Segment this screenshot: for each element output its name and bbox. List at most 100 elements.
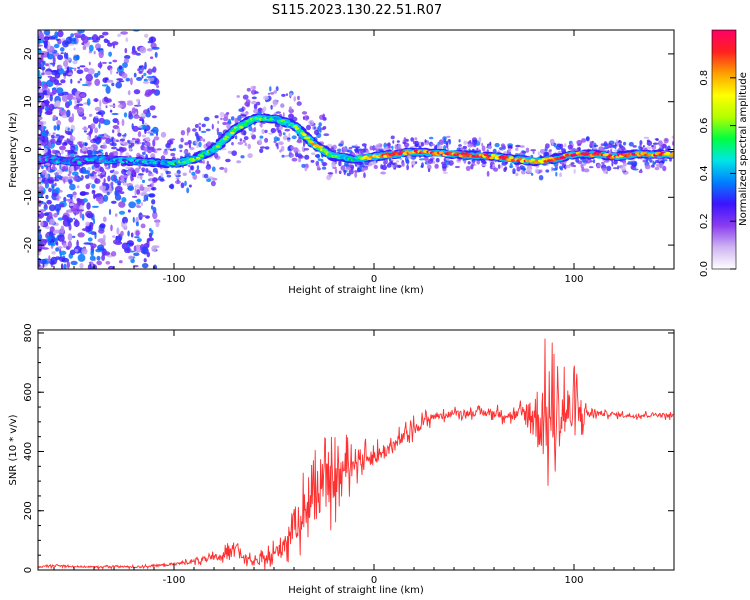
halo-blob — [362, 166, 369, 171]
halo-blob — [90, 123, 96, 130]
halo-blob — [488, 145, 492, 150]
halo-blob — [652, 142, 659, 145]
halo-blob — [226, 112, 230, 115]
noise-blob — [132, 216, 135, 223]
noise-blob — [121, 72, 128, 79]
noise-blob — [87, 68, 95, 75]
halo-blob — [288, 113, 294, 120]
noise-blob — [108, 208, 112, 215]
halo-blob — [205, 128, 211, 132]
noise-blob — [140, 214, 147, 218]
noise-blob — [79, 262, 84, 269]
halo-blob — [91, 146, 94, 151]
ridge-mark — [438, 151, 444, 155]
halo-blob — [322, 113, 326, 119]
halo-blob — [242, 139, 246, 143]
halo-blob — [507, 148, 512, 153]
noise-blob — [63, 52, 67, 59]
halo-blob — [340, 165, 346, 171]
noise-blob — [146, 76, 154, 79]
halo-blob — [509, 162, 513, 169]
halo-blob — [43, 164, 48, 168]
noise-blob — [112, 118, 119, 124]
halo-blob — [99, 166, 104, 173]
halo-blob — [152, 187, 155, 191]
noise-blob — [143, 72, 147, 77]
noise-blob — [127, 209, 131, 213]
noise-blob — [140, 223, 146, 229]
halo-blob — [122, 175, 129, 178]
ridge-mark — [483, 153, 489, 157]
noise-blob — [38, 194, 43, 197]
halo-blob — [640, 168, 643, 172]
noise-blob — [60, 225, 65, 234]
halo-blob — [622, 162, 627, 167]
halo-blob — [200, 138, 206, 141]
halo-blob — [259, 148, 264, 154]
halo-blob — [143, 146, 148, 152]
halo-blob — [554, 145, 559, 148]
halo-blob — [258, 108, 263, 112]
noise-blob — [60, 263, 64, 269]
noise-blob — [76, 69, 84, 74]
halo-blob — [298, 158, 302, 163]
halo-blob — [281, 93, 286, 97]
noise-blob — [52, 114, 57, 121]
halo-blob — [188, 184, 192, 188]
noise-blob — [126, 101, 134, 106]
halo-blob — [52, 132, 56, 135]
noise-blob — [124, 178, 127, 183]
noise-blob — [91, 34, 99, 42]
halo-blob — [119, 147, 125, 153]
noise-blob — [98, 228, 105, 234]
noise-blob — [148, 193, 156, 198]
halo-blob — [360, 148, 365, 154]
noise-blob — [92, 116, 99, 124]
halo-blob — [270, 92, 275, 95]
halo-blob — [391, 145, 394, 150]
halo-blob — [198, 126, 201, 132]
halo-blob — [174, 173, 179, 176]
halo-blob — [331, 147, 335, 151]
halo-blob — [321, 166, 327, 170]
ridge-mark — [77, 160, 82, 164]
noise-blob — [87, 82, 92, 85]
halo-blob — [463, 140, 467, 145]
noise-blob — [77, 253, 86, 262]
halo-blob — [63, 165, 69, 170]
halo-blob — [405, 159, 410, 164]
halo-blob — [442, 171, 448, 174]
halo-blob — [272, 99, 279, 106]
noise-blob — [69, 183, 76, 191]
halo-blob — [378, 149, 381, 152]
halo-blob — [640, 146, 643, 151]
halo-blob — [311, 152, 316, 155]
noise-blob — [68, 43, 75, 46]
halo-blob — [84, 174, 90, 179]
halo-blob — [520, 167, 526, 171]
noise-blob — [48, 255, 51, 263]
noise-blob — [71, 235, 76, 239]
noise-blob — [79, 93, 86, 98]
halo-blob — [64, 141, 68, 145]
noise-blob — [141, 119, 145, 125]
halo-blob — [183, 150, 188, 154]
halo-blob — [390, 135, 395, 140]
noise-blob — [51, 251, 56, 255]
ridge-mark — [548, 156, 554, 160]
halo-blob — [539, 169, 543, 173]
noise-blob — [139, 46, 147, 54]
halo-blob — [114, 178, 119, 184]
halo-blob — [338, 160, 342, 167]
halo-blob — [237, 115, 242, 121]
halo-blob — [497, 164, 501, 169]
noise-blob — [117, 100, 126, 104]
halo-blob — [306, 124, 311, 131]
halo-blob — [86, 132, 92, 136]
halo-blob — [236, 160, 242, 164]
noise-blob — [149, 56, 154, 59]
halo-blob — [423, 142, 428, 146]
halo-blob — [342, 147, 348, 153]
halo-blob — [45, 129, 49, 135]
halo-blob — [665, 138, 668, 142]
